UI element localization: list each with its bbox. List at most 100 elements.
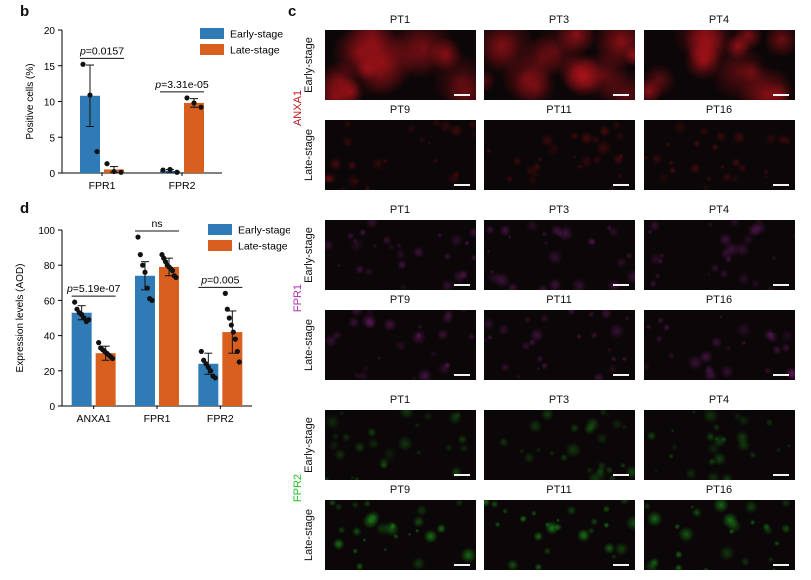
panel-letter-d: d — [20, 200, 30, 217]
stage-label: Late-stage — [303, 129, 315, 181]
scale-bar — [613, 374, 629, 376]
patient-label: PT9 — [389, 294, 411, 306]
data-point — [80, 61, 86, 67]
legend-swatch — [200, 44, 224, 55]
y-axis-label: Expression levels (AOD) — [15, 264, 26, 373]
micrograph-anxa1-pt9 — [325, 120, 476, 190]
bar-Late-stage — [95, 353, 116, 406]
scale-bar — [613, 94, 629, 96]
data-point — [174, 169, 180, 175]
patient-label: PT11 — [546, 484, 572, 496]
patient-label: PT1 — [389, 394, 411, 406]
data-point — [160, 167, 166, 173]
micrograph-fpr2-pt1 — [325, 410, 476, 480]
scale-bar — [773, 564, 789, 566]
scale-bar — [613, 474, 629, 476]
patient-label: PT1 — [389, 14, 411, 26]
legend-label: Late-stage — [238, 241, 288, 253]
patient-label: PT4 — [708, 394, 730, 406]
patient-label: PT16 — [705, 484, 733, 496]
patient-label: PT16 — [705, 104, 733, 116]
data-point — [135, 234, 141, 240]
stage-label: Late-stage — [303, 319, 315, 371]
micrograph-fpr1-pt9 — [325, 310, 476, 380]
x-tick-label: ANXA1 — [76, 413, 111, 425]
y-tick-label: 5 — [49, 133, 55, 144]
y-tick-label: 0 — [49, 402, 55, 413]
significance-label: p=0.0157 — [79, 45, 124, 57]
scale-bar — [613, 284, 629, 286]
data-point — [104, 161, 110, 167]
data-point — [198, 104, 204, 110]
data-point — [87, 92, 93, 98]
scale-bar — [773, 474, 789, 476]
micrograph-anxa1-pt4 — [644, 30, 795, 100]
legend-swatch — [208, 224, 232, 235]
micrograph-fpr2-pt16 — [644, 500, 795, 570]
scale-bar — [773, 374, 789, 376]
significance-label: p=3.31e-05 — [154, 79, 209, 91]
micrograph-fpr1-pt16 — [644, 310, 795, 380]
bar-Early-stage — [135, 275, 155, 406]
bar-Early-stage — [71, 312, 92, 406]
data-point — [198, 348, 204, 355]
micrograph-anxa1-pt16 — [644, 120, 795, 190]
bar-Late-stage — [184, 102, 204, 173]
significance-label: p=5.19e-07 — [66, 283, 121, 295]
data-point — [140, 262, 146, 268]
data-point — [230, 329, 236, 335]
micrograph-fpr2-pt4 — [644, 410, 795, 480]
panel-letter-c: c — [288, 3, 297, 20]
y-tick-label: 20 — [44, 26, 56, 37]
scale-bar — [773, 94, 789, 96]
chart-d-expression-levels: 0 20 40 60 80 100 Expression levels (AOD) ANXA1… — [15, 218, 290, 425]
legend-swatch — [200, 28, 224, 39]
y-axis-label: Positive cells (%) — [25, 63, 36, 139]
data-point — [232, 336, 238, 342]
data-point — [228, 322, 234, 328]
data-point — [118, 169, 124, 175]
x-tick-label: FPR2 — [169, 180, 196, 192]
data-point — [212, 375, 218, 381]
significance-label: p=0.005 — [200, 274, 239, 286]
data-point — [222, 290, 228, 296]
patient-label: PT3 — [548, 204, 570, 216]
legend-swatch — [208, 240, 232, 251]
x-tick-label: FPR2 — [207, 413, 234, 425]
data-point — [169, 267, 176, 274]
patient-label: PT9 — [389, 484, 411, 496]
y-tick-label: 15 — [44, 62, 56, 73]
data-point — [94, 148, 100, 155]
y-tick-label: 20 — [44, 367, 56, 378]
data-point — [224, 306, 230, 312]
bar-Late-stage — [159, 266, 179, 406]
data-point — [173, 274, 179, 281]
data-point — [142, 269, 148, 275]
x-tick-label: FPR1 — [144, 413, 171, 425]
legend-label: Early-stage — [230, 29, 283, 41]
micrograph-anxa1-pt1 — [325, 30, 476, 100]
micrograph-fpr1-pt3 — [484, 220, 635, 290]
micrograph-fpr2-pt9 — [325, 500, 476, 570]
patient-label: PT1 — [389, 204, 411, 216]
stage-label: Early-stage — [303, 227, 315, 283]
patient-label: PT11 — [546, 294, 572, 306]
significance-label: ns — [151, 218, 162, 230]
micrograph-fpr1-pt4 — [644, 220, 795, 290]
scale-bar — [454, 94, 470, 96]
patient-label: PT3 — [548, 394, 570, 406]
patient-label: PT4 — [708, 204, 730, 216]
scale-bar — [773, 284, 789, 286]
data-point — [191, 100, 197, 106]
y-tick-label: 60 — [44, 296, 56, 307]
micrograph-fpr2-pt11 — [484, 500, 635, 570]
y-tick-label: 0 — [49, 169, 55, 180]
data-point — [96, 340, 102, 346]
data-point — [149, 297, 155, 303]
data-point — [111, 168, 117, 175]
y-tick-label: 100 — [38, 226, 55, 237]
stage-label: Early-stage — [303, 37, 315, 93]
patient-label: PT3 — [548, 14, 570, 26]
stage-label: Early-stage — [303, 417, 315, 473]
bar-Early-stage — [80, 95, 100, 173]
